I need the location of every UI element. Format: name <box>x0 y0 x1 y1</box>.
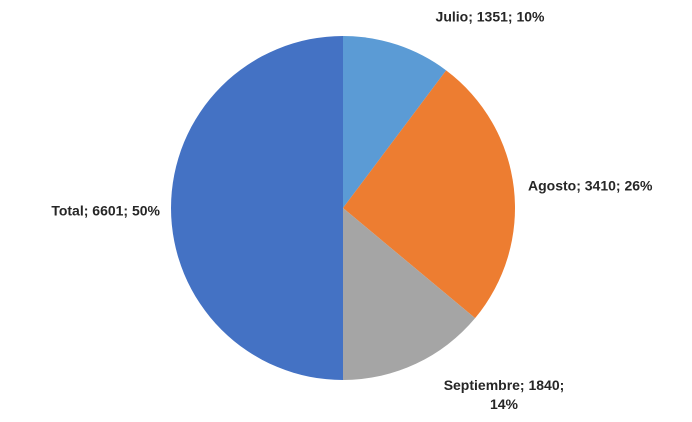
pie-slice <box>343 36 447 208</box>
data-label: Julio; 1351; 10% <box>436 9 545 25</box>
pie-slice <box>343 70 515 319</box>
data-label: Septiembre; 1840; 14% <box>444 377 565 412</box>
pie-slice <box>343 208 476 380</box>
pie-slice <box>171 36 343 380</box>
data-label: Total; 6601; 50% <box>51 203 160 219</box>
data-label: Agosto; 3410; 26% <box>528 178 653 194</box>
